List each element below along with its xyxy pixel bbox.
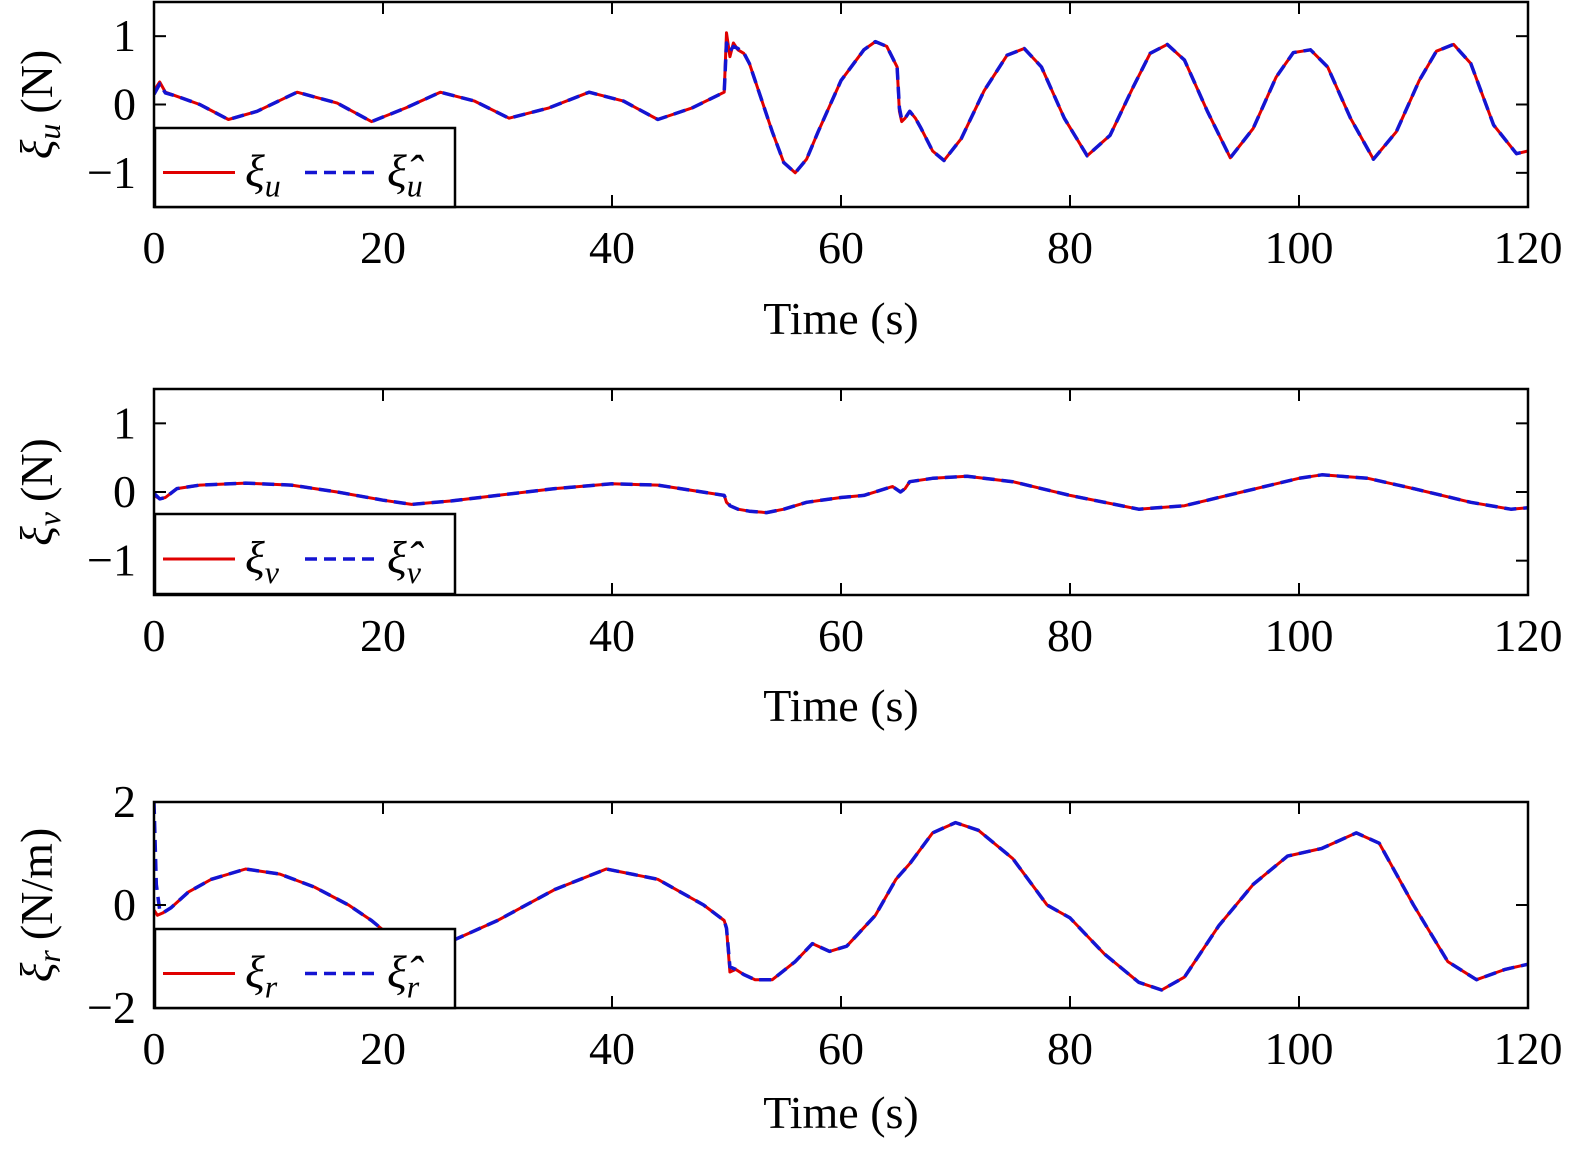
series-group xyxy=(154,802,1528,992)
x-tick-label: 40 xyxy=(589,222,635,273)
series-line-estimate xyxy=(154,473,1528,515)
x-tick-label: 100 xyxy=(1265,222,1334,273)
x-tick-label: 60 xyxy=(818,610,864,661)
y-tick-label: 0 xyxy=(113,466,136,517)
series-line-estimate xyxy=(154,802,1528,992)
y-tick-label: −2 xyxy=(87,982,136,1033)
y-tick-label: 1 xyxy=(113,397,136,448)
x-axis-label: Time (s) xyxy=(763,293,919,344)
series-group xyxy=(154,473,1528,515)
legend-symbol: ξ xyxy=(245,146,265,197)
legend: ξv ξ̂v xyxy=(153,512,457,596)
y-axis-label-unit: (N/m) xyxy=(11,828,62,940)
x-axis-label: Time (s) xyxy=(763,680,919,731)
y-axis-label: ξv (N) xyxy=(11,438,67,546)
y-axis-label-unit: (N) xyxy=(11,50,62,114)
y-tick-label: 0 xyxy=(113,879,136,930)
series-line-true xyxy=(154,473,1528,515)
legend-box xyxy=(153,126,457,209)
y-axis-label-unit: (N) xyxy=(11,438,62,502)
legend: ξu ξ̂u xyxy=(153,126,457,209)
x-tick-label: 40 xyxy=(589,1023,635,1074)
x-tick-label: 60 xyxy=(818,222,864,273)
x-tick-label: 20 xyxy=(360,222,406,273)
x-tick-label: 120 xyxy=(1494,610,1563,661)
legend-box xyxy=(153,512,457,596)
legend: ξr ξ̂r xyxy=(153,927,457,1010)
legend-symbol: ξ xyxy=(245,947,265,998)
series-line-estimate xyxy=(154,39,1528,175)
y-axis-label: ξr (N/m) xyxy=(11,828,67,983)
legend-subscript: r xyxy=(265,969,278,1005)
x-tick-label: 80 xyxy=(1047,1023,1093,1074)
series-group xyxy=(154,31,1528,175)
y-axis-label-subscript: v xyxy=(31,511,67,526)
legend-subscript: r xyxy=(407,969,420,1005)
x-tick-label: 80 xyxy=(1047,610,1093,661)
y-axis-label-subscript: r xyxy=(31,950,67,963)
y-tick-label: 1 xyxy=(113,10,136,61)
legend-subscript: v xyxy=(407,554,422,590)
x-tick-label: 60 xyxy=(818,1023,864,1074)
x-tick-label: 100 xyxy=(1265,610,1334,661)
legend-subscript: u xyxy=(407,168,423,204)
y-axis-label: ξu (N) xyxy=(11,50,67,160)
x-tick-label: 100 xyxy=(1265,1023,1334,1074)
y-axis-label-symbol: ξ xyxy=(11,526,62,546)
y-axis-label-subscript: u xyxy=(31,124,67,140)
x-tick-label: 40 xyxy=(589,610,635,661)
x-tick-label: 20 xyxy=(360,1023,406,1074)
legend-label-true: ξr xyxy=(245,947,278,1005)
legend-subscript: u xyxy=(265,168,281,204)
y-tick-label: −1 xyxy=(87,535,136,586)
y-tick-label: −1 xyxy=(87,147,136,198)
y-tick-label: 0 xyxy=(113,79,136,130)
x-axis-label: Time (s) xyxy=(763,1087,919,1138)
y-axis-label-symbol: ξ xyxy=(11,139,62,159)
legend-subscript: v xyxy=(265,554,280,590)
y-axis-label-symbol: ξ xyxy=(11,962,62,982)
legend-box xyxy=(153,927,457,1010)
x-tick-label: 0 xyxy=(143,610,166,661)
x-tick-label: 20 xyxy=(360,610,406,661)
x-tick-label: 120 xyxy=(1494,1023,1563,1074)
legend-label-true: ξu xyxy=(245,146,281,204)
x-tick-label: 0 xyxy=(143,1023,166,1074)
legend-symbol: ξ xyxy=(245,532,265,583)
x-tick-label: 0 xyxy=(143,222,166,273)
x-tick-label: 120 xyxy=(1494,222,1563,273)
legend-label-true: ξv xyxy=(245,532,280,590)
y-tick-label: 2 xyxy=(113,776,136,827)
x-tick-label: 80 xyxy=(1047,222,1093,273)
